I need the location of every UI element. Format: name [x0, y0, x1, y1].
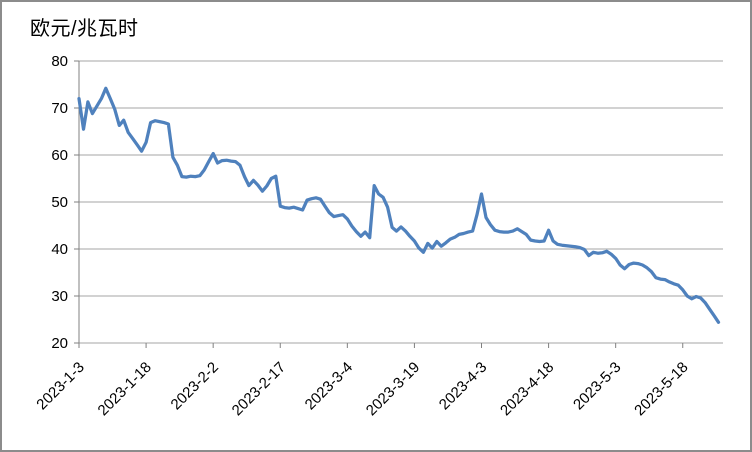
axes [74, 60, 684, 348]
y-tick-label: 80 [51, 53, 68, 70]
x-tick-label: 2023-4-3 [436, 359, 490, 413]
y-tick-label: 20 [51, 335, 68, 352]
chart-title: 欧元/兆瓦时 [30, 18, 139, 40]
x-tick-label: 2023-5-18 [631, 359, 691, 419]
y-tick-label: 40 [51, 241, 68, 258]
y-tick-label: 30 [51, 288, 68, 305]
x-tick-label: 2023-3-4 [302, 359, 356, 413]
y-tick-label: 70 [51, 100, 68, 117]
gridlines [79, 60, 723, 344]
x-tick-label: 2023-4-18 [497, 359, 557, 419]
x-tick-label: 2023-2-2 [168, 359, 222, 413]
x-tick-label: 2023-3-19 [363, 359, 423, 419]
x-axis-labels: 2023-1-3 2023-1-18 2023-2-2 2023-2-17 2023-3… [33, 359, 691, 419]
x-tick-label: 2023-5-3 [570, 359, 624, 413]
y-tick-label: 60 [51, 147, 68, 164]
x-tick-label: 2023-2-17 [229, 359, 289, 419]
x-tick-label: 2023-1-3 [33, 359, 87, 413]
y-axis-labels: 20 30 40 50 60 70 80 [51, 53, 68, 352]
price-series-line [77, 86, 721, 324]
y-tick-label: 50 [51, 194, 68, 211]
x-tick-label: 2023-1-18 [95, 359, 155, 419]
